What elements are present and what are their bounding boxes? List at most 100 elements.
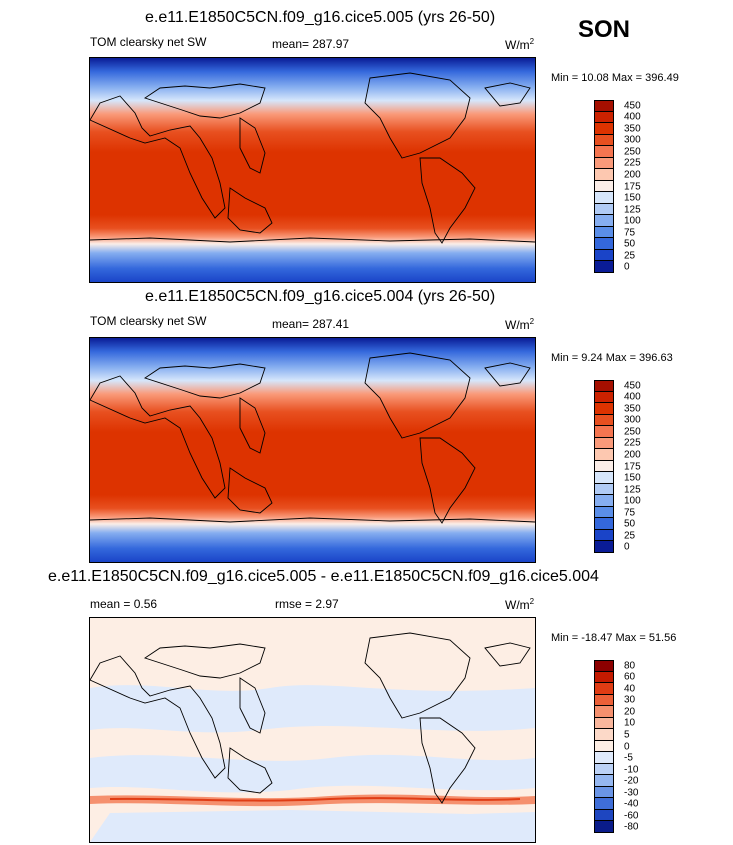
colorbar-swatch <box>594 717 614 730</box>
colorbar-swatch <box>594 203 614 216</box>
colorbar-tick-label: -80 <box>624 821 639 833</box>
colorbar-swatch <box>594 472 614 484</box>
panel3-units: W/m2 <box>505 597 535 612</box>
colorbar-tick-label: 175 <box>624 461 641 472</box>
colorbar-swatch <box>594 706 614 718</box>
colorbar-swatch <box>594 763 614 776</box>
colorbar-swatch <box>594 403 614 415</box>
colorbar-swatch <box>594 449 614 461</box>
colorbar-swatch <box>594 437 614 450</box>
colorbar-tick-label: -60 <box>624 810 639 822</box>
colorbar-tick-label: 400 <box>624 391 641 403</box>
colorbar-swatch <box>594 683 614 695</box>
colorbar-tick-label: 125 <box>624 484 641 496</box>
panel1-center-label: mean= 287.97 <box>272 37 350 51</box>
colorbar-swatch <box>594 426 614 438</box>
colorbar-swatch <box>594 169 614 181</box>
season-label: SON <box>578 16 631 43</box>
colorbar-swatch <box>594 541 614 553</box>
colorbar-tick-label: 100 <box>624 215 641 227</box>
colorbar-tick-label: 225 <box>624 437 641 449</box>
colorbar-swatch <box>594 414 614 427</box>
colorbar-tick-label: -20 <box>624 775 639 787</box>
colorbar-swatch <box>594 111 614 124</box>
colorbar-tick-label: 75 <box>624 227 636 239</box>
colorbar-swatch <box>594 123 614 135</box>
colorbar-swatch <box>594 261 614 273</box>
colorbar-swatch <box>594 134 614 147</box>
panel1-title: e.e11.E1850C5CN.f09_g16.cice5.005 (yrs 2… <box>145 9 496 26</box>
colorbar-swatch <box>594 752 614 764</box>
colorbar-swatch <box>594 460 614 473</box>
colorbar-tick-label: 350 <box>624 123 641 135</box>
colorbar-tick-label: 300 <box>624 134 641 146</box>
panel1-units: W/m2 <box>505 37 535 52</box>
panel2-coastlines <box>90 352 535 524</box>
colorbar-tick-label: 150 <box>624 472 641 484</box>
colorbar-tick-label: 25 <box>624 250 636 262</box>
colorbar-tick-label: 200 <box>624 169 641 181</box>
colorbar-tick-label: 400 <box>624 111 641 123</box>
colorbar-tick-label: 50 <box>624 238 636 250</box>
colorbar-tick-label: 200 <box>624 449 641 461</box>
colorbar-tick-label: 25 <box>624 530 636 542</box>
panel3-left-label: mean = 0.56 <box>90 597 158 611</box>
colorbar-tick-label: 350 <box>624 403 641 415</box>
colorbar-swatch <box>594 380 614 392</box>
colorbar-tick-label: 20 <box>624 706 636 718</box>
colorbar-tick-label: 250 <box>624 146 641 158</box>
colorbar-tick-label: 10 <box>624 717 636 729</box>
panel3-center-label: rmse = 2.97 <box>275 597 339 611</box>
colorbar-tick-label: 300 <box>624 414 641 426</box>
colorbar-tick-label: 150 <box>624 192 641 204</box>
panel3-colorbar: 80 60 40 30 20 10 5 0 -5 -10 -20 -30 -40 -60 -80 <box>594 660 638 833</box>
panel1-coastlines <box>90 72 535 244</box>
colorbar-swatch <box>594 740 614 753</box>
colorbar-swatch <box>594 238 614 250</box>
panel3-negative-regions <box>90 685 535 842</box>
panel2-colorbar: 450 400 350 300 250 225 200 175 150 125 100 75 50 25 0 <box>594 380 641 553</box>
colorbar-tick-label: 60 <box>624 671 636 683</box>
colorbar-swatch <box>594 506 614 519</box>
colorbar-tick-label: 30 <box>624 694 636 706</box>
colorbar-tick-label: -5 <box>624 752 633 764</box>
colorbar-swatch <box>594 798 614 810</box>
panel2-center-label: mean= 287.41 <box>272 317 350 331</box>
panel1-left-label: TOM clearsky net SW <box>90 35 207 49</box>
colorbar-tick-label: 125 <box>624 204 641 216</box>
colorbar-tick-label: 5 <box>624 729 630 741</box>
colorbar-tick-label: 450 <box>624 380 641 392</box>
panel1-colorbar: 450 400 350 300 250 225 200 175 150 125 100 75 50 25 0 <box>594 100 641 273</box>
panel3-positive-band <box>90 794 535 807</box>
panel1-map <box>89 57 536 283</box>
colorbar-swatch <box>594 821 614 833</box>
colorbar-tick-label: 40 <box>624 683 636 695</box>
colorbar-tick-label: 75 <box>624 507 636 519</box>
colorbar-tick-label: 450 <box>624 100 641 112</box>
colorbar-tick-label: -30 <box>624 787 639 799</box>
colorbar-tick-label: 0 <box>624 541 630 553</box>
colorbar-tick-label: 80 <box>624 660 636 672</box>
panel3-title: e.e11.E1850C5CN.f09_g16.cice5.005 - e.e1… <box>48 568 599 585</box>
colorbar-swatch <box>594 495 614 507</box>
panel2-minmax: Min = 9.24 Max = 396.63 <box>551 352 673 364</box>
colorbar-tick-label: -10 <box>624 764 639 776</box>
colorbar-tick-label: 100 <box>624 495 641 507</box>
panel2-map <box>89 337 536 563</box>
colorbar-swatch <box>594 660 614 672</box>
colorbar-swatch <box>594 249 614 262</box>
colorbar-swatch <box>594 226 614 239</box>
colorbar-swatch <box>594 694 614 707</box>
colorbar-swatch <box>594 518 614 530</box>
colorbar-tick-label: 50 <box>624 518 636 530</box>
colorbar-swatch <box>594 192 614 204</box>
colorbar-swatch <box>594 391 614 404</box>
colorbar-swatch <box>594 215 614 227</box>
colorbar-swatch <box>594 180 614 193</box>
panel3-coastlines <box>90 632 531 804</box>
panel2-units: W/m2 <box>505 317 535 332</box>
colorbar-swatch <box>594 786 614 799</box>
panel2-left-label: TOM clearsky net SW <box>90 314 207 328</box>
colorbar-swatch <box>594 100 614 112</box>
colorbar-tick-label: 175 <box>624 181 641 192</box>
